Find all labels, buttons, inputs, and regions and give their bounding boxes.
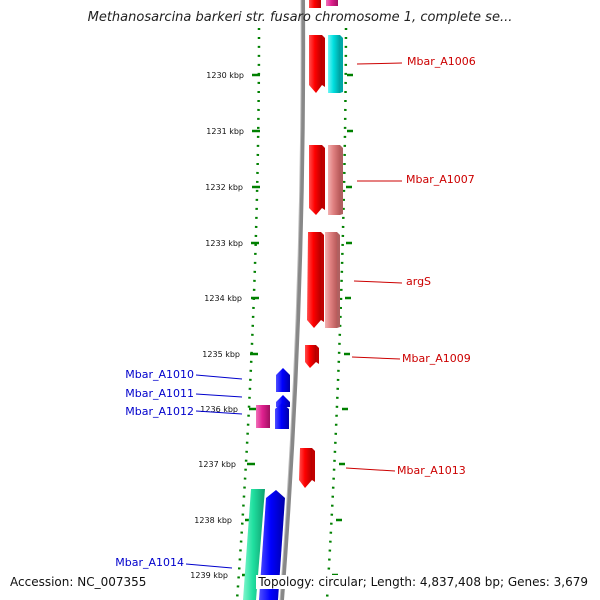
gene-feature-mbar-a1012-blue[interactable]	[275, 403, 289, 429]
gene-feature-mbar-a1011[interactable]	[276, 395, 290, 407]
tick-label-1234: 1234 kbp	[204, 294, 242, 303]
gene-feature-mbar-a1013[interactable]	[299, 448, 315, 488]
gene-feature-top-magenta[interactable]	[326, 0, 338, 6]
tick-label-1239: 1239 kbp	[190, 571, 228, 580]
tick-label-1230: 1230 kbp	[206, 71, 244, 80]
gene-label-args[interactable]: argS	[406, 275, 431, 288]
gene-feature-mbar-a1009[interactable]	[305, 345, 319, 368]
gene-feature-pink-2[interactable]	[325, 232, 340, 328]
gene-feature-mbar-a1014-blue[interactable]	[259, 490, 285, 600]
ruler-line-right	[325, 27, 348, 600]
gene-label-mbar-a1012[interactable]: Mbar_A1012	[125, 405, 194, 418]
gene-feature-pink-1[interactable]	[328, 145, 343, 215]
gene-feature-args[interactable]	[307, 232, 324, 328]
gene-label-mbar-a1010[interactable]: Mbar_A1010	[125, 368, 194, 381]
gene-feature-top-red[interactable]	[309, 0, 321, 8]
gene-feature-mbar-a1012[interactable]	[256, 405, 270, 428]
gene-feature-mbar-a1010[interactable]	[276, 368, 290, 392]
gene-feature-mbar-a1006[interactable]	[309, 35, 325, 93]
tick-label-1235: 1235 kbp	[202, 350, 240, 359]
tick-label-1236: 1236 kbp	[200, 405, 238, 414]
gene-label-mbar-a1011[interactable]: Mbar_A1011	[125, 387, 194, 400]
tick-label-1233: 1233 kbp	[205, 239, 243, 248]
gene-label-mbar-a1013[interactable]: Mbar_A1013	[397, 464, 466, 477]
gene-label-mbar-a1007[interactable]: Mbar_A1007	[406, 173, 475, 186]
map-title: Methanosarcina barkeri str. fusaro chrom…	[87, 10, 513, 25]
tick-label-1237: 1237 kbp	[198, 460, 236, 469]
genome-backbone	[280, 0, 306, 600]
gene-feature-mbar-a1007[interactable]	[309, 145, 325, 215]
tick-label-1238: 1238 kbp	[194, 516, 232, 525]
gene-feature-cyan[interactable]	[328, 35, 343, 93]
tick-label-1231: 1231 kbp	[206, 127, 244, 136]
genome-summary: Topology: circular; Length: 4,837,408 bp…	[256, 575, 590, 589]
tick-label-1232: 1232 kbp	[205, 183, 243, 192]
accession-label: Accession: NC_007355	[8, 575, 149, 589]
gene-feature-mbar-a1014[interactable]	[243, 489, 265, 600]
ruler-line-left	[235, 27, 261, 600]
gene-label-mbar-a1009[interactable]: Mbar_A1009	[402, 352, 471, 365]
gene-label-mbar-a1014[interactable]: Mbar_A1014	[115, 556, 184, 569]
gene-label-mbar-a1006[interactable]: Mbar_A1006	[407, 55, 476, 68]
